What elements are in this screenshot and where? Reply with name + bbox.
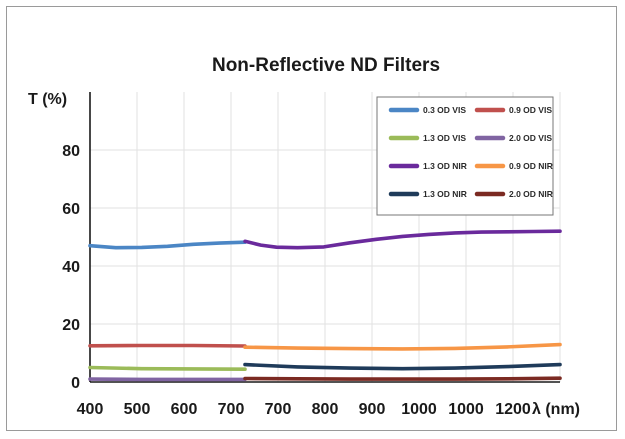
chart-title: Non-Reflective ND Filters xyxy=(212,55,440,76)
x-tick-label: 1000 xyxy=(448,401,484,418)
legend-label-1-3-od-nir-4: 1.3 OD NIR xyxy=(423,161,467,171)
x-axis-label: λ (nm) xyxy=(532,401,580,418)
series-line-0-9-od-nir-5 xyxy=(243,342,562,351)
gridlines xyxy=(90,92,561,382)
y-tick-label: 60 xyxy=(62,201,80,218)
x-tick-labels: 400 500 600 700 700 800 900 1000 1000 1200 xyxy=(77,401,531,418)
legend-label-0-9-od-vis-1: 0.9 OD VIS xyxy=(509,105,552,115)
x-tick-label: 700 xyxy=(265,401,292,418)
x-tick-label: 800 xyxy=(312,401,339,418)
x-tick-label: 1200 xyxy=(495,401,531,418)
y-tick-label: 0 xyxy=(71,375,80,392)
series-line-1-3-od-nir-6 xyxy=(243,362,562,371)
legend-label-0-9-od-nir-5: 0.9 OD NIR xyxy=(509,161,553,171)
series-line-0-3-od-vis-0 xyxy=(88,240,247,250)
y-tick-label: 40 xyxy=(62,259,80,276)
axes xyxy=(89,92,560,383)
chart-frame xyxy=(6,6,617,431)
series-line-1-3-od-nir-4 xyxy=(243,229,562,250)
series-line-2-0-od-nir-7 xyxy=(243,376,562,381)
legend: 0.3 OD VIS 0.9 OD VIS 1.3 OD VIS 2.0 OD VIS… xyxy=(376,96,554,216)
legend-label-1-3-od-nir-6: 1.3 OD NIR xyxy=(423,189,467,199)
y-tick-labels: 0 20 40 60 80 xyxy=(62,143,80,392)
x-tick-label: 600 xyxy=(171,401,198,418)
y-axis-label: T (%) xyxy=(28,91,67,108)
series-line-0-9-od-vis-1 xyxy=(88,343,247,348)
x-tick-label: 1000 xyxy=(401,401,437,418)
x-tick-label: 900 xyxy=(359,401,386,418)
x-tick-label: 400 xyxy=(77,401,104,418)
series-lines xyxy=(88,229,562,382)
x-tick-label: 500 xyxy=(124,401,151,418)
legend-label-0-3-od-vis-0: 0.3 OD VIS xyxy=(423,105,466,115)
x-tick-label: 700 xyxy=(218,401,245,418)
legend-label-1-3-od-vis-2: 1.3 OD VIS xyxy=(423,133,466,143)
legend-label-2-0-od-nir-7: 2.0 OD NIR xyxy=(509,189,553,199)
legend-label-2-0-od-vis-3: 2.0 OD VIS xyxy=(509,133,552,143)
y-tick-label: 20 xyxy=(62,317,80,334)
series-line-1-3-od-vis-2 xyxy=(88,365,247,372)
y-tick-label: 80 xyxy=(62,143,80,160)
